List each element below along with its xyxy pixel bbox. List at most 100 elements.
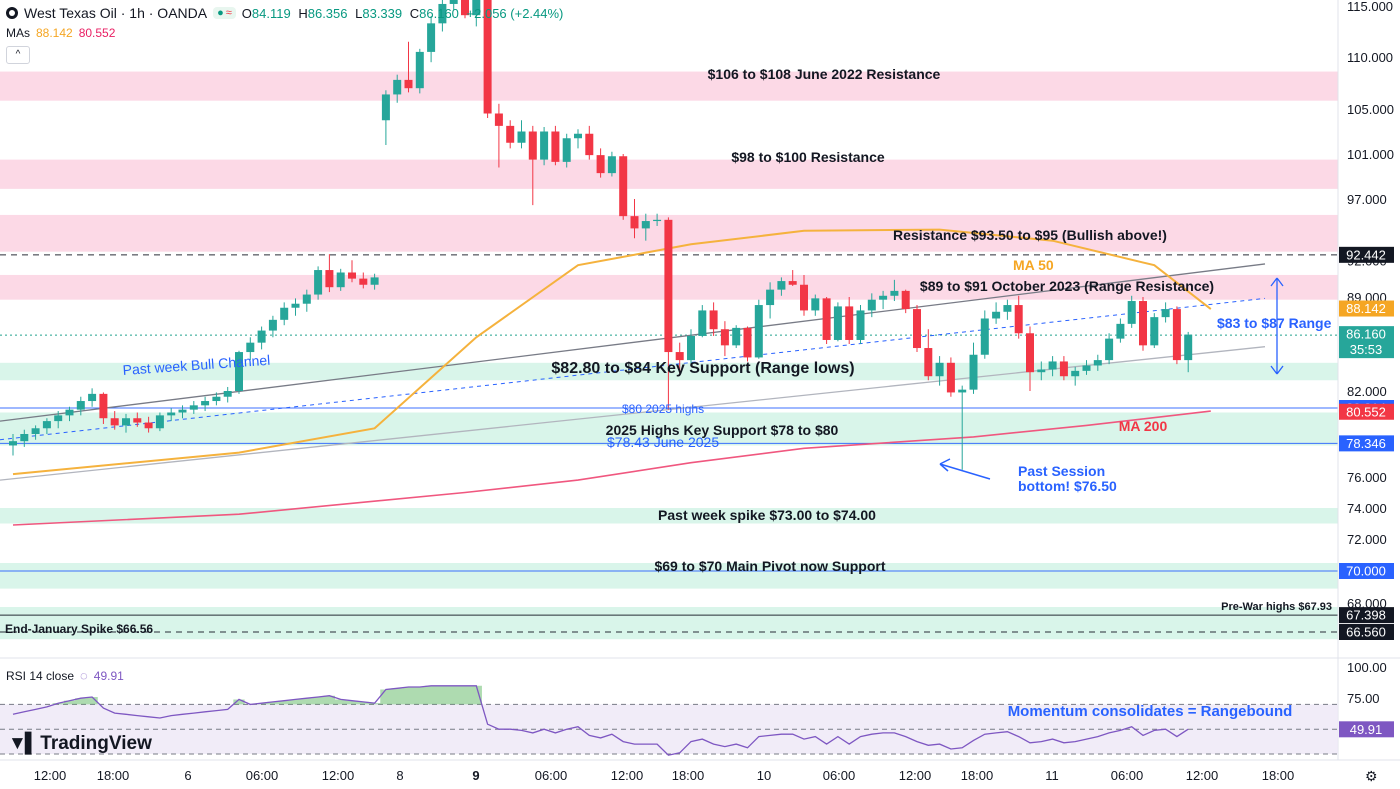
candle bbox=[291, 298, 300, 316]
candle-body bbox=[235, 352, 243, 391]
candle-body bbox=[992, 311, 1001, 319]
candle bbox=[506, 120, 515, 149]
candle-body bbox=[359, 278, 368, 285]
candle-body bbox=[596, 155, 605, 174]
candle-body bbox=[867, 299, 876, 311]
zone-label: 2025 Highs Key Support $78 to $80 bbox=[606, 422, 839, 438]
time-axis-tick: 18:00 bbox=[671, 768, 705, 783]
mas-legend[interactable]: MAs 88.142 80.552 bbox=[6, 26, 115, 40]
candle-body bbox=[370, 277, 379, 285]
annotation-label: Pre-War highs $67.93 bbox=[1221, 601, 1332, 613]
candle-body bbox=[144, 422, 153, 429]
open-label: O bbox=[241, 5, 252, 21]
candle-body bbox=[314, 270, 323, 295]
rsi-value: 49.91 bbox=[93, 668, 124, 683]
rsi-line bbox=[12, 685, 1189, 756]
candle bbox=[1037, 361, 1046, 381]
zone-support bbox=[0, 412, 1338, 446]
candle bbox=[415, 48, 424, 94]
candle bbox=[483, 0, 492, 118]
candle bbox=[88, 388, 97, 407]
rsi-tag bbox=[1339, 721, 1394, 738]
candle-body bbox=[336, 272, 345, 288]
zone-label: $69 to $70 Main Pivot now Support bbox=[654, 558, 885, 574]
candle bbox=[235, 350, 243, 394]
candle-body bbox=[302, 294, 311, 304]
candle-body bbox=[856, 310, 865, 340]
candle bbox=[1127, 295, 1136, 328]
dot-icon: ● bbox=[217, 7, 224, 19]
candle-body bbox=[404, 79, 413, 89]
close-value: 86.160 bbox=[419, 5, 459, 21]
candle bbox=[596, 148, 605, 178]
brand-name: TradingView bbox=[40, 733, 152, 754]
candle-body bbox=[348, 272, 356, 279]
candle bbox=[1071, 366, 1080, 386]
candle bbox=[31, 425, 40, 440]
price-axis-tick: 74.000 bbox=[1347, 501, 1387, 516]
time-axis-tick: 06:00 bbox=[822, 768, 856, 783]
candle-body bbox=[980, 318, 989, 355]
tradingview-logo[interactable]: ▼▌ TradingView bbox=[8, 733, 152, 755]
annotation-line: Past Session bbox=[1018, 463, 1105, 479]
price-axis-tick: 82.000 bbox=[1347, 384, 1387, 399]
candle-body bbox=[20, 434, 29, 442]
candle-body bbox=[709, 310, 718, 330]
annotation-line: bottom! $76.50 bbox=[1018, 478, 1117, 494]
time-axis-tick: 10 bbox=[756, 768, 772, 783]
candle bbox=[110, 411, 119, 430]
candle-body bbox=[472, 0, 481, 16]
collapse-legend-button[interactable]: ^ bbox=[6, 46, 30, 64]
rsi-label: RSI 14 close bbox=[6, 668, 75, 683]
candle-body bbox=[551, 131, 560, 162]
tradingview-logo-icon: ▼▌ bbox=[8, 733, 38, 754]
price-axis-tick: 110.000 bbox=[1347, 50, 1393, 65]
candle-body bbox=[1105, 338, 1114, 361]
candle-body bbox=[1003, 305, 1012, 312]
candle-body bbox=[777, 281, 786, 290]
candle bbox=[144, 416, 153, 433]
price-tag bbox=[1339, 300, 1394, 317]
candle-body bbox=[155, 415, 164, 429]
price-axis-tick: 101.000 bbox=[1347, 147, 1394, 162]
zone-label: $82.80 to $84 Key Support (Range lows) bbox=[551, 360, 854, 377]
annotation-label: $78.43 June 2025 bbox=[607, 434, 719, 450]
time-axis-tick: 18:00 bbox=[96, 768, 130, 783]
time-axis-tick: 06:00 bbox=[534, 768, 568, 783]
price-tag-label: 67.398 bbox=[1346, 608, 1386, 623]
settings-icon[interactable]: ⚙ bbox=[1365, 768, 1378, 784]
symbol-title[interactable]: West Texas Oil · 1h · OANDA bbox=[24, 5, 208, 21]
candle bbox=[201, 396, 210, 412]
candle bbox=[946, 357, 955, 397]
candle-body bbox=[833, 306, 842, 340]
time-axis-tick: 06:00 bbox=[1110, 768, 1144, 783]
candle bbox=[856, 305, 865, 344]
rsi-legend[interactable]: RSI 14 close ◌ 49.91 bbox=[6, 668, 124, 683]
market-status-badge[interactable]: ● ≈ bbox=[213, 7, 236, 19]
candle bbox=[280, 302, 289, 326]
candle-body bbox=[178, 409, 187, 413]
candle-body bbox=[280, 307, 289, 320]
ohlc-readout: O84.119 H86.356 L83.339 C86.160 +2.056 (… bbox=[242, 6, 568, 21]
price-axis-tick: 105.000 bbox=[1347, 102, 1394, 117]
candle-body bbox=[562, 138, 571, 162]
candle bbox=[155, 412, 164, 432]
price-tag bbox=[1339, 326, 1394, 359]
candle-body bbox=[42, 421, 51, 429]
candle-body bbox=[687, 335, 695, 361]
candle bbox=[664, 217, 673, 410]
candle-body bbox=[822, 298, 831, 340]
candle-body bbox=[619, 156, 628, 217]
low-label: L bbox=[355, 5, 363, 21]
price-tag bbox=[1339, 246, 1394, 263]
candle-body bbox=[31, 428, 40, 434]
candle bbox=[562, 133, 571, 168]
price-tag-label: 88.142 bbox=[1346, 301, 1386, 316]
price-tag-label: 70.000 bbox=[1346, 564, 1386, 579]
candle bbox=[393, 74, 402, 103]
main-plot bbox=[0, 0, 1338, 640]
time-axis-tick: 8 bbox=[396, 768, 404, 783]
candle-body bbox=[935, 362, 944, 377]
candle bbox=[845, 297, 854, 344]
